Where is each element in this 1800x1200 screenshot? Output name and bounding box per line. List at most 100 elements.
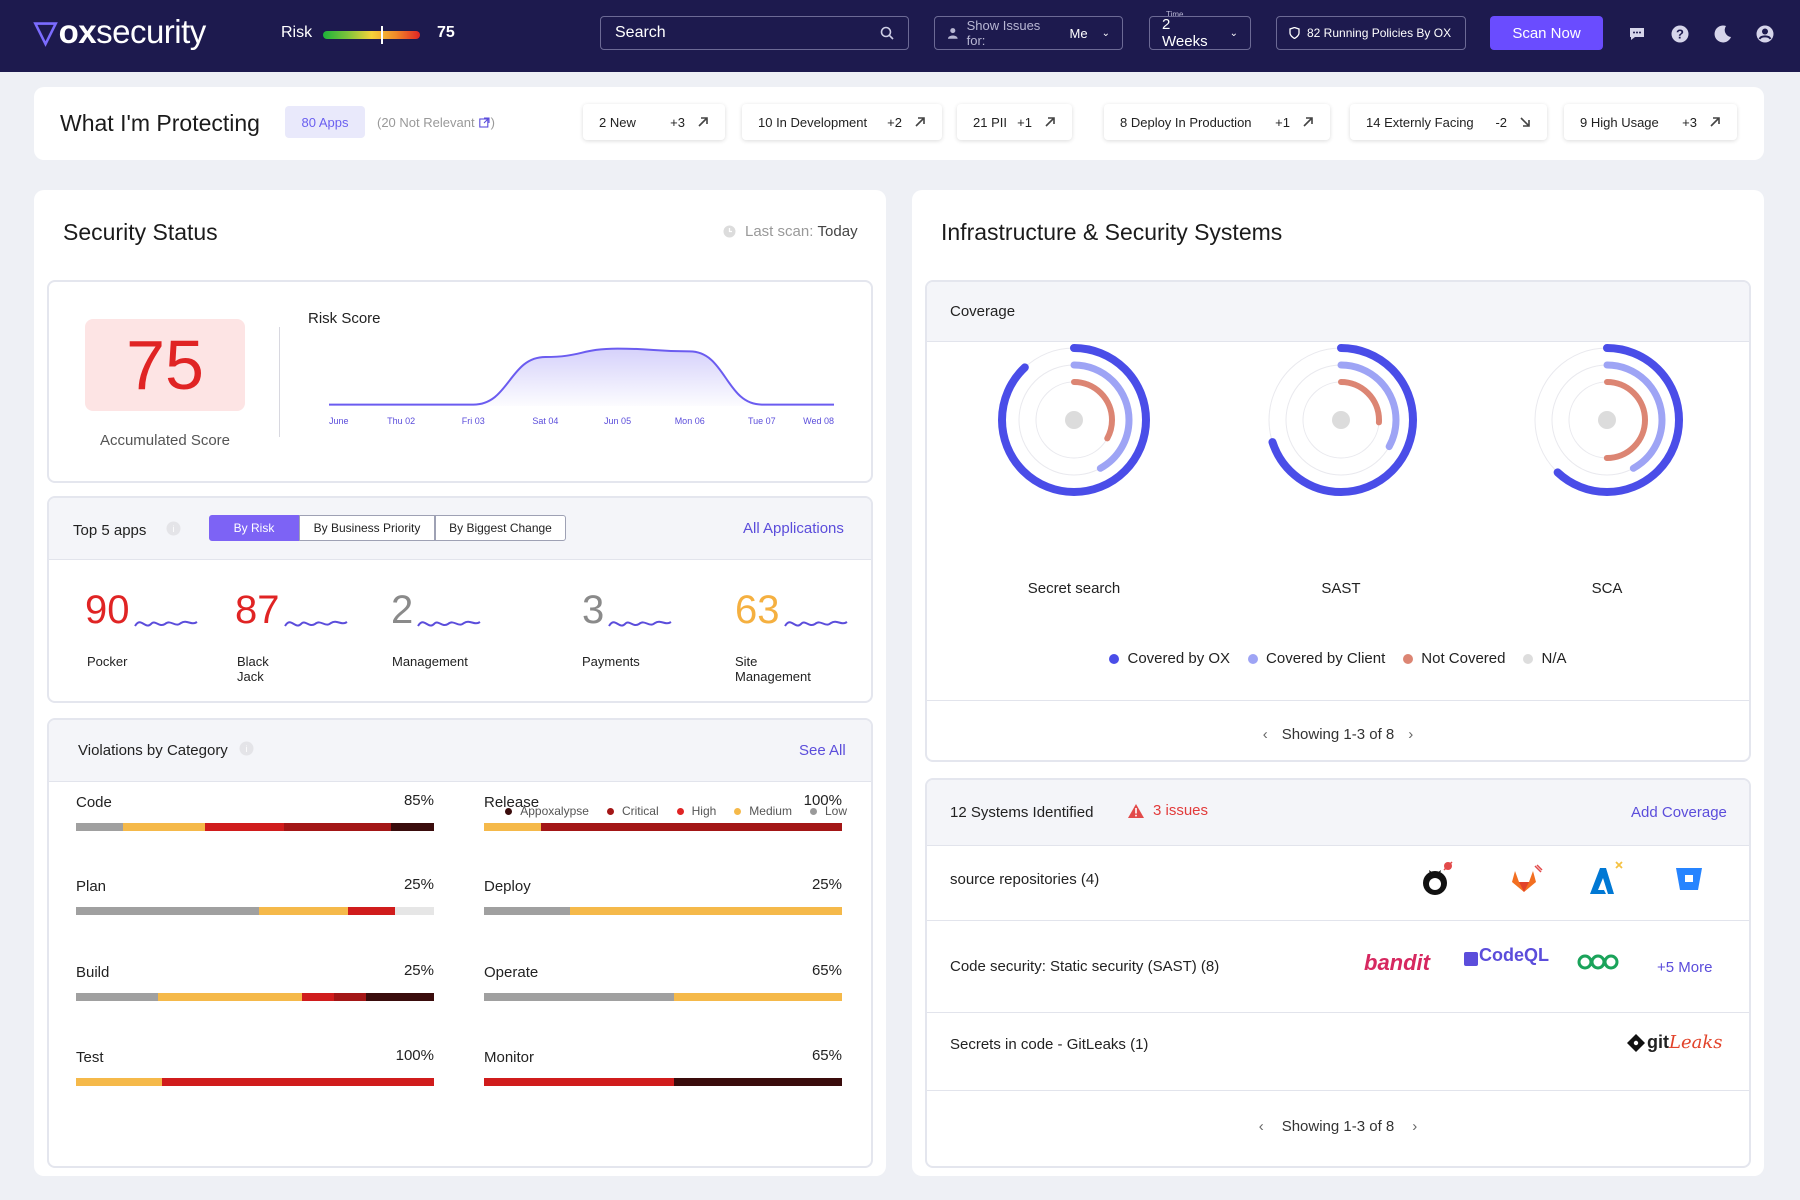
app-name[interactable]: Management — [392, 654, 468, 669]
x-tick-label: June — [329, 416, 349, 426]
show-issues-dropdown[interactable]: Show Issues for: Me ⌄ — [934, 16, 1123, 50]
github-logo-icon[interactable] — [1421, 860, 1455, 898]
account-avatar-icon[interactable] — [1755, 24, 1775, 44]
ox-security-logo[interactable]: ▽ ox security — [34, 13, 206, 50]
tool-rings-logo-icon[interactable] — [1577, 953, 1619, 971]
app-name[interactable]: Pocker — [87, 654, 128, 669]
filter-pill[interactable]: 10 In Development +2 — [742, 104, 942, 140]
severity-segment — [283, 823, 391, 831]
chevron-right-icon[interactable]: › — [1412, 1118, 1418, 1135]
warning-icon — [1128, 803, 1144, 818]
arrow-up-right-icon — [1710, 117, 1720, 127]
violations-title: Violations by Category — [78, 742, 228, 759]
svg-text:i: i — [246, 744, 248, 754]
severity-bar[interactable] — [76, 907, 434, 915]
tab-by-biggest-change[interactable]: By Biggest Change — [435, 515, 566, 541]
help-icon[interactable]: ? — [1670, 24, 1690, 44]
accumulated-score-label: Accumulated Score — [99, 432, 231, 449]
app-risk-score: 87 — [235, 588, 280, 632]
chevron-left-icon[interactable]: ‹ — [1262, 726, 1268, 743]
filter-pill[interactable]: 21 PII +1 — [957, 104, 1072, 140]
azure-logo-icon[interactable] — [1586, 860, 1626, 898]
divider — [927, 1012, 1749, 1013]
legend-item: Critical — [606, 804, 659, 818]
risk-score-card: 75 Accumulated Score Risk Score June Thu … — [47, 280, 873, 483]
svg-text:i: i — [173, 524, 175, 534]
legend-swatch — [1523, 653, 1534, 664]
tab-by-business-priority[interactable]: By Business Priority — [299, 515, 435, 541]
pill-delta: +3 — [670, 114, 685, 130]
gitleaks-logo[interactable]: git Leaks — [1627, 1032, 1722, 1053]
risk-gauge-marker — [381, 26, 384, 44]
severity-segment — [122, 823, 205, 831]
legend-label: Medium — [749, 804, 792, 818]
search-icon[interactable] — [880, 26, 894, 40]
bandit-logo[interactable]: bandit — [1364, 950, 1430, 975]
add-coverage-link[interactable]: Add Coverage — [1631, 804, 1727, 821]
coverage-header — [927, 282, 1749, 342]
donut-center — [1332, 411, 1350, 429]
donut-center — [1598, 411, 1616, 429]
info-icon[interactable]: i — [239, 741, 254, 756]
arrow-up-right-icon — [915, 117, 925, 127]
codeql-logo[interactable]: CodeQL — [1464, 945, 1549, 966]
filter-pill[interactable]: 14 Externly Facing -2 — [1350, 104, 1547, 140]
legend-item: Low — [809, 804, 847, 818]
chevron-left-icon[interactable]: ‹ — [1258, 1118, 1264, 1135]
search-box[interactable] — [600, 16, 909, 50]
app-name[interactable]: Black Jack — [237, 654, 269, 684]
search-input[interactable] — [615, 24, 845, 42]
severity-bar[interactable] — [484, 1078, 842, 1086]
app-name[interactable]: Site Management — [735, 654, 811, 684]
all-applications-link[interactable]: All Applications — [743, 520, 844, 537]
chat-icon[interactable] — [1627, 24, 1647, 44]
divider — [927, 700, 1749, 701]
divider — [927, 1090, 1749, 1091]
legend-item: High — [676, 804, 716, 818]
category-percent: 100% — [395, 1047, 434, 1064]
filter-pill[interactable]: 9 High Usage +3 — [1564, 104, 1737, 140]
chevron-right-icon[interactable]: › — [1408, 726, 1414, 743]
apps-count-badge[interactable]: 80 Apps — [285, 106, 365, 138]
app-risk-score: 2 — [391, 588, 414, 632]
tab-by-risk[interactable]: By Risk — [209, 515, 299, 541]
severity-bar[interactable] — [484, 823, 842, 831]
risk-score-line — [329, 347, 834, 406]
legend-label: Not Covered — [1421, 650, 1506, 667]
severity-bar[interactable] — [76, 823, 434, 831]
bitbucket-logo-icon[interactable] — [1675, 866, 1703, 892]
donut-arc — [1282, 361, 1400, 479]
severity-bar[interactable] — [76, 993, 434, 1001]
filter-pill[interactable]: 2 New +3 — [583, 104, 725, 140]
severity-segment — [391, 823, 434, 831]
severity-bar[interactable] — [76, 1078, 434, 1086]
issues-badge[interactable]: 3 issues — [1127, 802, 1208, 819]
app-risk-score: 90 — [85, 588, 130, 632]
severity-bar[interactable] — [484, 907, 842, 915]
coverage-legend: Covered by OX Covered by Client Not Covere… — [927, 650, 1749, 667]
not-relevant-link[interactable]: (20 Not Relevant ) — [377, 115, 495, 130]
see-all-link[interactable]: See All — [799, 742, 846, 759]
severity-bar[interactable] — [484, 993, 842, 1001]
system-row-label: Secrets in code - GitLeaks (1) — [950, 1036, 1149, 1053]
running-policies-button[interactable]: 82 Running Policies By OX — [1276, 16, 1466, 50]
top-apps-sort-tabs: By Risk By Business Priority By Biggest … — [209, 515, 566, 541]
severity-segment — [394, 907, 434, 915]
coverage-donut-chart[interactable] — [1256, 335, 1426, 505]
category-label: Build — [76, 964, 110, 981]
dark-mode-moon-icon[interactable] — [1713, 24, 1733, 44]
app-name[interactable]: Payments — [582, 654, 640, 669]
more-tools-link[interactable]: +5 More — [1657, 959, 1713, 976]
severity-segment — [365, 993, 434, 1001]
scan-now-button[interactable]: Scan Now — [1490, 16, 1603, 50]
time-range-dropdown[interactable]: 2 Weeks ⌄ — [1149, 16, 1251, 50]
severity-segment — [76, 1078, 162, 1086]
donut-arc — [1300, 379, 1382, 461]
category-percent: 65% — [811, 962, 842, 979]
coverage-donut-chart[interactable] — [989, 335, 1159, 505]
filter-pill[interactable]: 8 Deploy In Production +1 — [1104, 104, 1330, 140]
coverage-donut-chart[interactable] — [1522, 335, 1692, 505]
gitlab-logo-icon[interactable] — [1509, 862, 1545, 896]
info-icon[interactable]: i — [166, 521, 181, 536]
donut-arc — [1033, 379, 1115, 461]
